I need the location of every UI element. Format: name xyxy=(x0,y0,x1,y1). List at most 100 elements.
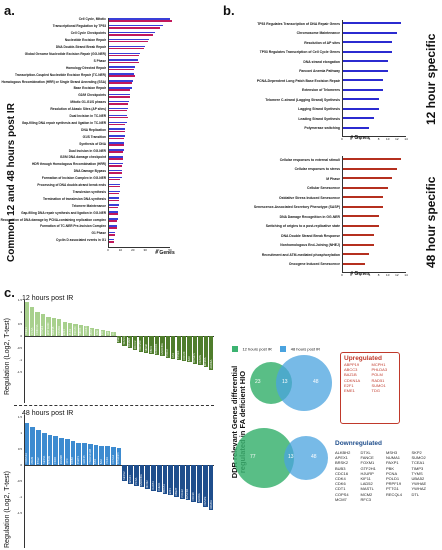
panel-c-12h-y-tick: 1 xyxy=(20,310,22,314)
panel-a-bar xyxy=(108,123,126,126)
panel-a-category-label: HDR through Homologous Recombination (HR… xyxy=(31,162,106,167)
panel-b-bottom-category-label: Switching of origins to a post-replicati… xyxy=(265,224,340,228)
panel-b-bottom-tick: 2 xyxy=(350,273,352,277)
panel-a-category-label: Translesion synthesis xyxy=(72,189,106,194)
panel-c-48h-zero-line xyxy=(24,465,214,466)
panel-c-48h-bar: SESN2 xyxy=(122,465,128,481)
venn-up-left: 23 xyxy=(255,379,261,385)
panel-c-12h-bar: CDKN1A xyxy=(35,312,40,336)
panel-a-bar xyxy=(108,185,121,188)
legend-label-12: 12 hours post IR xyxy=(242,346,272,352)
panel-c-48h-y-tick: 1 xyxy=(20,431,22,435)
downregulated-gene: YWHAZ xyxy=(411,486,426,492)
panel-c-48h-bar: BTG2 xyxy=(36,429,41,465)
panel-b-bottom-category-label: DNA Damage Recognition in GG-NER xyxy=(279,214,340,219)
panel-c-12h-bar: KIF20A xyxy=(203,336,209,368)
downregulated-gene: YWHAE xyxy=(411,481,427,487)
panel-c-48h-bar: TP53I3 xyxy=(47,434,53,465)
downregulated-gene-list: ALKBH2 DTXL MSH3 SKP2 APEX1 FANCE NUMA1 SUMO2 BR… xyxy=(335,450,435,502)
panel-b-top-category-label: Telomere C-strand (Lagging Strand) Synth… xyxy=(265,97,340,102)
panel-a-bar xyxy=(108,114,127,117)
downregulated-title: Downregulated xyxy=(335,440,382,447)
panel-b-top-tick: 2 xyxy=(350,137,352,141)
panel-a-bar xyxy=(108,178,121,181)
panel-a-bar xyxy=(108,151,123,153)
panel-c-12h-bar: CDC20 xyxy=(181,336,187,362)
panel-c-12h-bar: MDM2 xyxy=(143,336,149,353)
panel-b-top-category-label: Polymerase switching xyxy=(304,126,340,130)
panel-c-12h-y-tick: -1.5 xyxy=(16,370,22,374)
panel-a-category-label: Gap-filling DNA repair synthesis and lig… xyxy=(21,210,106,215)
panel-a-bar xyxy=(108,156,123,158)
panel-a-category-label: Dual Incision in TC-NER xyxy=(69,114,106,118)
panel-a-category-label: S Phase xyxy=(93,58,106,63)
panel-c-header-48: 48 hours post IR xyxy=(22,410,74,417)
panel-a-bar xyxy=(108,93,131,96)
panel-a-category-label: G2/M DNA damage checkpoint xyxy=(59,155,106,160)
panel-b-bottom-x-axis xyxy=(342,272,406,273)
panel-c-48h-bar: APAF1 xyxy=(128,465,133,485)
panel-a-bar xyxy=(108,130,126,133)
downregulated-gene: MSH3 xyxy=(386,450,398,455)
venn-legend: 12 hours post IR 48 hours post IR xyxy=(232,340,320,358)
panel-c-12h-bar: GADD45A xyxy=(160,336,165,357)
panel-c-12h-bar: GDF15 xyxy=(51,318,57,336)
panel-b-top-tick: 8 xyxy=(377,137,380,141)
upregulated-gene: E2F1 xyxy=(344,382,354,388)
venn-upregulated xyxy=(250,355,332,411)
panel-c-48h-bar: FDXR xyxy=(53,436,59,465)
panel-c-12h-bar: BRCA1 xyxy=(73,324,78,336)
upregulated-gene: BAZ1B xyxy=(344,372,357,378)
panel-b-top-category-label: Leading Strand Synthesis xyxy=(298,116,340,121)
panel-c-48h-bar: GADD45A xyxy=(139,465,145,488)
downregulated-gene: UBA52 xyxy=(411,476,425,482)
panel-a-bar xyxy=(108,38,149,41)
panel-b-top-category-label: Lagging Strand Synthesis xyxy=(298,107,340,111)
panel-c-48h-bar: UBE2T xyxy=(174,465,179,497)
panel-a-bar xyxy=(108,54,139,57)
upregulated-gene: PHLDA3 xyxy=(371,367,388,373)
upregulated-gene: TDG xyxy=(371,388,380,394)
venn-down-left: 77 xyxy=(250,454,256,460)
panel-a-bar xyxy=(108,144,125,146)
panel-a-bar xyxy=(108,172,122,174)
upregulated-gene: EME1 xyxy=(344,388,355,394)
upregulated-gene: SUMO1 xyxy=(371,382,386,388)
panel-c-12h-y-tick: 1.5 xyxy=(17,298,22,302)
panel-b-top-bar xyxy=(342,98,379,101)
panel-b-top-y-axis xyxy=(342,20,343,136)
panel-c-chart-48h: 1.5 1 0.5 0 -0.5 -1 -1.5 CDKN1A MDM2 BTG2 SESN1 TP5… xyxy=(0,415,220,550)
panel-b-bottom-bar xyxy=(342,262,365,265)
panel-c-48h-bar: E2F1 xyxy=(168,465,174,496)
panel-c-48h-bar: FAS xyxy=(93,445,99,465)
downregulated-gene: PTTG1 xyxy=(386,486,399,492)
downregulated-gene: PCNA xyxy=(386,470,398,476)
panel-b-top-category-label: TP53 Regulates Transcription of DNA Repa… xyxy=(257,21,340,26)
downregulated-gene: CDK6 xyxy=(335,481,346,487)
downregulated-gene: DTXL xyxy=(360,450,371,455)
panel-c-12h-bar: ZMAT3 xyxy=(116,336,122,344)
downregulated-gene: PBK xyxy=(386,465,395,471)
downregulated-gene: GTF2H1 xyxy=(360,465,376,471)
panel-a-bar xyxy=(108,213,118,215)
venn-downregulated xyxy=(234,428,328,488)
panel-a-category-label: Homology Directed Repair xyxy=(65,65,106,70)
downregulated-gene: CDK4 xyxy=(335,476,346,482)
panel-b-top-category-label: Chromosome Maintenance xyxy=(296,31,340,35)
downregulated-gene: RECQL4 xyxy=(386,491,403,497)
panel-b-bottom-bar xyxy=(342,186,388,189)
panel-c-12h-y-tick: -1 xyxy=(19,358,22,362)
panel-a-tick: 30 xyxy=(143,247,147,252)
downregulated-gene: SKP2 xyxy=(411,450,422,455)
panel-a-letter: a. xyxy=(4,3,15,18)
panel-a-category-label: Synthesis of DNA xyxy=(79,141,106,146)
panel-a-category-label: Dual Incision in GG-NER xyxy=(68,148,106,153)
panel-a-category-label: Gap-filling DNA repair synthesis and lig… xyxy=(21,120,106,125)
panel-c-divider xyxy=(14,405,214,406)
panel-b-bottom-category-label: Oxidative Stress Induced Senescence xyxy=(278,195,340,200)
panel-a-bar xyxy=(108,218,118,220)
panel-b-bottom-bar xyxy=(342,167,397,170)
downregulated-gene: RFC3 xyxy=(360,496,371,502)
panel-a-bar xyxy=(108,96,131,98)
panel-b-top-category-label: Extension of Telomeres xyxy=(302,88,340,92)
